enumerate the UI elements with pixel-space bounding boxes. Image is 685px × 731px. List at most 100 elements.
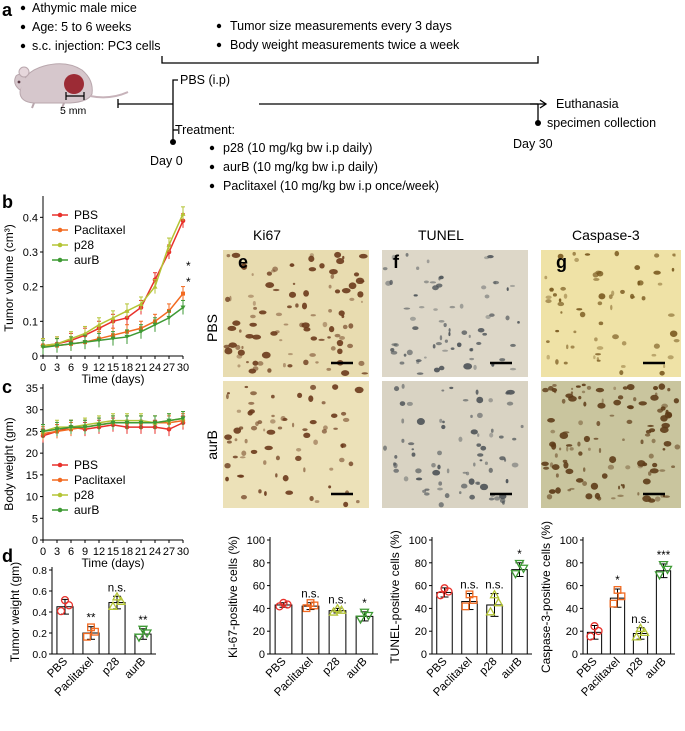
legend-entry: PBS bbox=[74, 458, 98, 472]
stained-cell bbox=[638, 401, 647, 406]
y-tick-label: 35 bbox=[26, 383, 38, 395]
cell-nucleus bbox=[438, 365, 445, 371]
timeline-lines bbox=[117, 56, 548, 140]
cell-nucleus bbox=[226, 254, 231, 258]
x-tick-label: 30 bbox=[177, 362, 189, 374]
cell-nucleus bbox=[310, 384, 317, 390]
cell-nucleus bbox=[492, 280, 500, 285]
data-point bbox=[514, 559, 525, 569]
legend-marker bbox=[57, 507, 63, 513]
stained-cell bbox=[470, 429, 478, 435]
data-point bbox=[137, 625, 149, 635]
stained-cell bbox=[232, 320, 241, 326]
stained-cell bbox=[245, 333, 254, 339]
cell-nucleus bbox=[263, 428, 266, 432]
stained-cell bbox=[354, 386, 364, 394]
cell-nucleus bbox=[596, 359, 601, 362]
cell-nucleus bbox=[390, 350, 398, 355]
cell-nucleus bbox=[566, 446, 569, 452]
cell-nucleus bbox=[674, 444, 681, 450]
day30-label: Day 30 bbox=[513, 137, 553, 151]
cell-nucleus bbox=[418, 306, 425, 309]
cell-nucleus bbox=[349, 297, 355, 301]
cell-nucleus bbox=[598, 321, 604, 326]
cell-nucleus bbox=[257, 361, 264, 366]
cell-nucleus bbox=[399, 361, 405, 365]
cell-nucleus bbox=[315, 361, 319, 364]
cell-nucleus bbox=[403, 353, 407, 357]
cell-nucleus bbox=[456, 342, 462, 348]
stained-cell bbox=[237, 349, 245, 356]
cell-nucleus bbox=[326, 367, 332, 371]
stained-cell bbox=[334, 251, 342, 258]
cell-nucleus bbox=[356, 499, 360, 504]
column-header-ki67: Ki67 bbox=[253, 227, 281, 243]
stained-cell bbox=[233, 427, 242, 434]
cell-nucleus bbox=[490, 428, 494, 433]
cell-nucleus bbox=[416, 266, 420, 270]
data-point bbox=[82, 330, 88, 336]
cell-nucleus bbox=[289, 263, 295, 267]
cell-nucleus bbox=[292, 282, 296, 285]
stained-cell bbox=[227, 325, 237, 332]
cell-nucleus bbox=[543, 466, 550, 470]
cell-nucleus bbox=[323, 425, 328, 431]
cell-nucleus bbox=[267, 368, 272, 373]
cell-nucleus bbox=[620, 289, 625, 294]
cell-nucleus bbox=[479, 459, 483, 462]
cell-nucleus bbox=[644, 433, 651, 437]
data-point bbox=[138, 420, 144, 426]
cell-nucleus bbox=[596, 420, 601, 427]
cell-nucleus bbox=[275, 455, 280, 461]
legend-marker bbox=[57, 227, 63, 233]
cell-nucleus bbox=[437, 464, 441, 470]
cell-nucleus bbox=[258, 489, 262, 494]
panel-letter-e: e bbox=[238, 252, 248, 272]
cell-nucleus bbox=[283, 323, 289, 326]
cell-nucleus bbox=[252, 301, 256, 306]
cell-nucleus bbox=[361, 372, 369, 375]
cell-nucleus bbox=[343, 501, 349, 508]
y-axis-label: Caspase-3-positive cells (%) bbox=[539, 521, 553, 673]
significance-mark: n.s. bbox=[328, 594, 347, 606]
category-label: aurB bbox=[499, 655, 525, 681]
stained-cell bbox=[626, 384, 635, 391]
significance-mark: ** bbox=[87, 613, 96, 625]
panel-letter-a: a bbox=[2, 0, 13, 20]
cell-nucleus bbox=[436, 283, 443, 288]
cell-nucleus bbox=[619, 370, 624, 376]
data-point bbox=[440, 584, 449, 593]
cell-nucleus bbox=[581, 390, 586, 394]
day0-marker bbox=[170, 139, 176, 145]
stained-cell bbox=[308, 395, 314, 403]
cell-nucleus bbox=[626, 419, 633, 425]
cell-nucleus bbox=[663, 364, 666, 369]
bar-pbs bbox=[436, 591, 453, 655]
cell-nucleus bbox=[358, 360, 365, 366]
cell-nucleus bbox=[236, 409, 242, 413]
x-tick-label: 30 bbox=[177, 546, 189, 558]
cell-nucleus bbox=[407, 442, 415, 446]
stained-cell bbox=[468, 478, 475, 485]
cell-nucleus bbox=[607, 464, 615, 470]
stained-cell bbox=[224, 347, 233, 355]
stained-cell bbox=[551, 464, 560, 471]
cell-nucleus bbox=[239, 456, 246, 459]
stained-cell bbox=[231, 252, 241, 258]
cell-nucleus bbox=[288, 353, 293, 356]
data-point bbox=[510, 570, 521, 580]
y-tick-label: 30 bbox=[26, 405, 38, 417]
y-tick-label: 80 bbox=[566, 558, 578, 570]
cell-nucleus bbox=[437, 450, 442, 456]
micrograph-tunel-pbs bbox=[382, 250, 528, 377]
y-axis-label: Tumor weight (gm) bbox=[8, 562, 22, 662]
column-header-tunel: TUNEL bbox=[418, 227, 464, 243]
cell-nucleus bbox=[582, 481, 588, 486]
cell-nucleus bbox=[555, 473, 559, 478]
cell-nucleus bbox=[382, 267, 388, 271]
pbs-label: PBS (i.p) bbox=[180, 73, 230, 87]
cell-nucleus bbox=[313, 439, 318, 445]
x-tick-label: 0 bbox=[40, 546, 46, 558]
bar-paclitaxel bbox=[301, 605, 320, 655]
cell-nucleus bbox=[330, 274, 335, 280]
